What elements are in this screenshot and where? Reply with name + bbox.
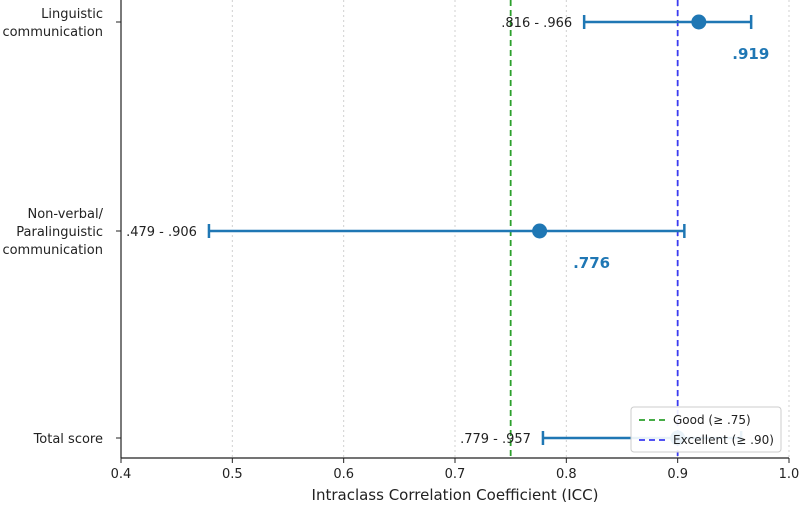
legend-box bbox=[630, 406, 782, 453]
legend-good-label: Good (≥ .75) bbox=[673, 413, 751, 427]
category-label: Paralinguistic bbox=[16, 225, 103, 240]
x-tick-label: 0.6 bbox=[333, 467, 354, 482]
category-label: Linguistic bbox=[41, 7, 103, 22]
icc-value-label: .776 bbox=[573, 254, 610, 272]
icc-value-label: .919 bbox=[732, 45, 769, 63]
x-tick-label: 0.8 bbox=[556, 467, 577, 482]
category-label: Non-verbal/ bbox=[27, 207, 103, 222]
x-tick-label: 0.5 bbox=[222, 467, 243, 482]
icc-point bbox=[532, 223, 548, 239]
category-label: communication bbox=[2, 243, 103, 258]
x-tick-label: 1.0 bbox=[779, 467, 800, 482]
category-label: Total score bbox=[33, 432, 103, 447]
ci-range-label: .816 - .966 bbox=[501, 16, 572, 31]
x-tick-label: 0.9 bbox=[667, 467, 688, 482]
legend-excellent-label: Excellent (≥ .90) bbox=[673, 433, 774, 447]
ci-range-label: .479 - .906 bbox=[126, 225, 197, 240]
icc-point bbox=[691, 14, 707, 30]
category-label: communication bbox=[2, 25, 103, 40]
x-axis-title: Intraclass Correlation Coefficient (ICC) bbox=[312, 486, 599, 504]
x-tick-label: 0.4 bbox=[111, 467, 132, 482]
x-tick-label: 0.7 bbox=[445, 467, 466, 482]
ci-range-label: .779 - .957 bbox=[460, 432, 531, 447]
